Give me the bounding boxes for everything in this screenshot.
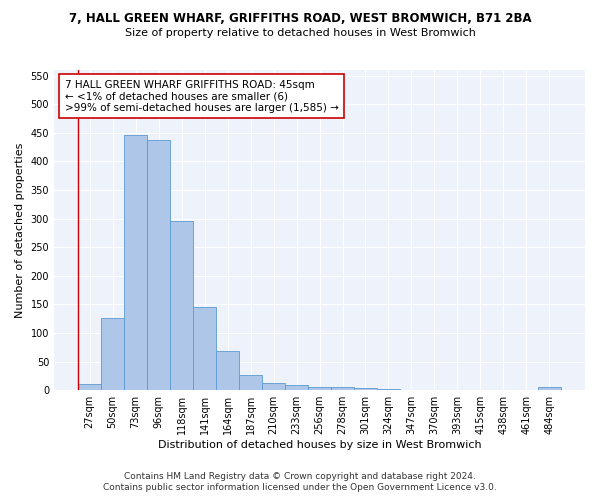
Bar [216,352,239,390]
Bar [239,375,262,390]
Text: 7, HALL GREEN WHARF, GRIFFITHS ROAD, WEST BROMWICH, B71 2BA: 7, HALL GREEN WHARF, GRIFFITHS ROAD, WES… [68,12,532,26]
Bar [193,308,216,390]
Bar [101,318,124,390]
Text: Size of property relative to detached houses in West Bromwich: Size of property relative to detached ho… [125,28,475,38]
Bar [538,387,561,390]
Bar [308,387,331,390]
Bar [331,388,354,390]
X-axis label: Distribution of detached houses by size in West Bromwich: Distribution of detached houses by size … [158,440,481,450]
Bar [377,389,400,390]
Bar [124,134,147,390]
Bar [354,388,377,390]
Bar [262,383,285,390]
Y-axis label: Number of detached properties: Number of detached properties [15,142,25,318]
Bar [285,385,308,390]
Text: Contains public sector information licensed under the Open Government Licence v3: Contains public sector information licen… [103,484,497,492]
Bar [147,140,170,390]
Text: 7 HALL GREEN WHARF GRIFFITHS ROAD: 45sqm
← <1% of detached houses are smaller (6: 7 HALL GREEN WHARF GRIFFITHS ROAD: 45sqm… [65,80,338,113]
Text: Contains HM Land Registry data © Crown copyright and database right 2024.: Contains HM Land Registry data © Crown c… [124,472,476,481]
Bar [170,221,193,390]
Bar [78,384,101,390]
